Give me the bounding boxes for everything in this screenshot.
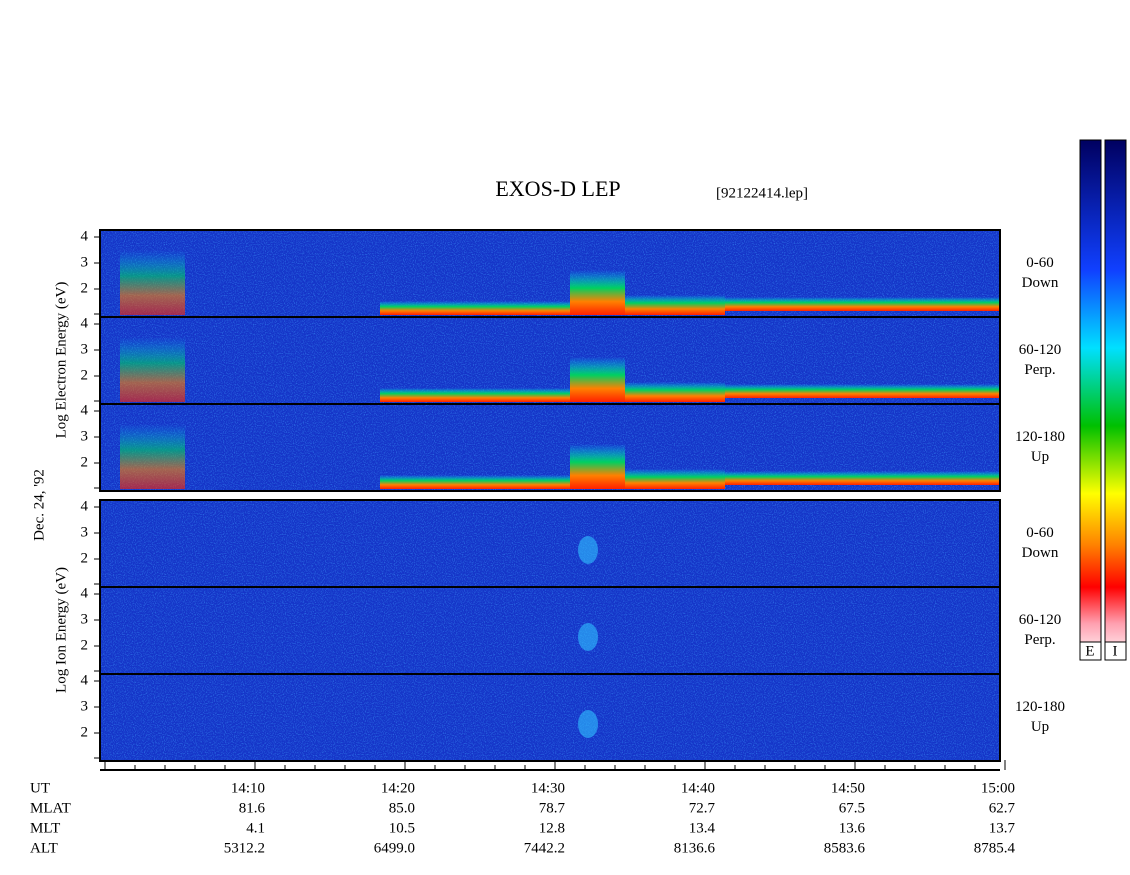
orbit-value: 14:50: [831, 780, 865, 796]
y-tick-label: 4: [81, 585, 89, 601]
y-tick-label: 3: [81, 341, 89, 357]
spectrogram-band: [625, 469, 725, 489]
spectrogram-band: [570, 270, 625, 315]
spectrogram-feature: [578, 710, 598, 738]
orbit-value: 78.7: [539, 800, 566, 816]
y-tick-label: 4: [81, 498, 89, 514]
file-name: [92122414.lep]: [716, 185, 808, 201]
spectrogram-band: [380, 388, 570, 402]
row-label: MLAT: [30, 800, 71, 816]
orbit-value: 10.5: [389, 820, 415, 836]
panel-label: Down: [1022, 275, 1059, 291]
panel-label: 0-60: [1026, 255, 1054, 271]
date: Dec. 24, '92: [31, 469, 47, 541]
panel-frame: [99, 673, 1001, 762]
y-tick-label: 4: [81, 672, 89, 688]
orbit-value: 13.6: [839, 820, 866, 836]
orbit-value: 8136.6: [674, 840, 716, 856]
panel-label: 60-120: [1019, 342, 1062, 358]
spectrogram-band: [725, 471, 1000, 485]
orbit-value: 62.7: [989, 800, 1016, 816]
orbit-value: 13.4: [689, 820, 716, 836]
orbit-value: 4.1: [246, 820, 265, 836]
spectrogram-feature: [578, 536, 598, 564]
spectrogram-band: [625, 382, 725, 402]
colorbar-label-box: [1104, 641, 1127, 661]
row-label: ALT: [30, 840, 58, 856]
y-tick-label: 2: [81, 550, 89, 566]
orbit-value: 14:10: [231, 780, 265, 796]
panel-label: 120-180: [1015, 699, 1065, 715]
orbit-value: 67.5: [839, 800, 865, 816]
orbit-value: 6499.0: [374, 840, 415, 856]
y-tick-label: 4: [81, 315, 89, 331]
colorbar: [1079, 139, 1102, 661]
y-tick-label: 3: [81, 611, 89, 627]
spectrogram-texture: [100, 674, 1000, 761]
y-tick-label: 2: [81, 367, 89, 383]
panel-label: Up: [1031, 449, 1049, 465]
panel-label: 60-120: [1019, 612, 1062, 628]
spectrogram-band: [570, 444, 625, 489]
y-tick-label: 2: [81, 724, 89, 740]
spectrogram-band: [120, 337, 185, 402]
spectrogram-band: [570, 357, 625, 402]
spectrogram-band: [725, 297, 1000, 311]
y-tick-label: 4: [81, 402, 89, 418]
colorbars: E I: [1079, 139, 1127, 661]
orbit-value: 85.0: [389, 800, 415, 816]
y-tick-label: 2: [81, 280, 89, 296]
y-tick-label: 3: [81, 698, 89, 714]
orbit-value: 5312.2: [224, 840, 265, 856]
orbit-value: 81.6: [239, 800, 266, 816]
y-tick-label: 3: [81, 254, 89, 270]
panel-label: Up: [1031, 719, 1049, 735]
row-label: MLT: [30, 820, 60, 836]
orbit-value: 13.7: [989, 820, 1016, 836]
colorbar-label: I: [1113, 643, 1118, 659]
orbit-value: 72.7: [689, 800, 716, 816]
panel-label: Down: [1022, 545, 1059, 561]
colorbar-label-box: [1079, 641, 1102, 661]
spectrogram-feature: [578, 623, 598, 651]
spectrogram-band: [625, 295, 725, 315]
panel-label: Perp.: [1024, 632, 1055, 648]
spectrogram-texture: [100, 587, 1000, 674]
orbit-value: 15:00: [981, 780, 1015, 796]
y-tick-label: 3: [81, 428, 89, 444]
title: EXOS-D LEP: [495, 176, 620, 201]
orbit-value: 8785.4: [974, 840, 1016, 856]
spectrogram-band: [120, 424, 185, 489]
y-tick-label: 3: [81, 524, 89, 540]
spectrogram-band: [725, 384, 1000, 398]
panel-label: Perp.: [1024, 362, 1055, 378]
orbit-value: 12.8: [539, 820, 565, 836]
panel-frame: [99, 403, 1001, 492]
orbit-value: 14:30: [531, 780, 565, 796]
orbit-value: 8583.6: [824, 840, 866, 856]
orbit-value: 14:20: [381, 780, 415, 796]
colorbar-label: E: [1085, 643, 1094, 659]
panel-label: 120-180: [1015, 429, 1065, 445]
row-label: UT: [30, 780, 50, 796]
colorbar: [1104, 139, 1127, 661]
spectrogram-band: [120, 250, 185, 315]
panel-label: 0-60: [1026, 525, 1054, 541]
orbit-value: 14:40: [681, 780, 715, 796]
spectrogram-texture: [100, 500, 1000, 587]
electron-axis-label: Log Electron Energy (eV): [53, 282, 69, 439]
spectrogram-band: [380, 475, 570, 489]
spectrogram-band: [380, 301, 570, 315]
y-tick-label: 2: [81, 454, 89, 470]
ion-axis-label: Log Ion Energy (eV): [53, 567, 69, 693]
y-tick-label: 4: [81, 228, 89, 244]
y-tick-label: 2: [81, 637, 89, 653]
orbit-value: 7442.2: [524, 840, 565, 856]
